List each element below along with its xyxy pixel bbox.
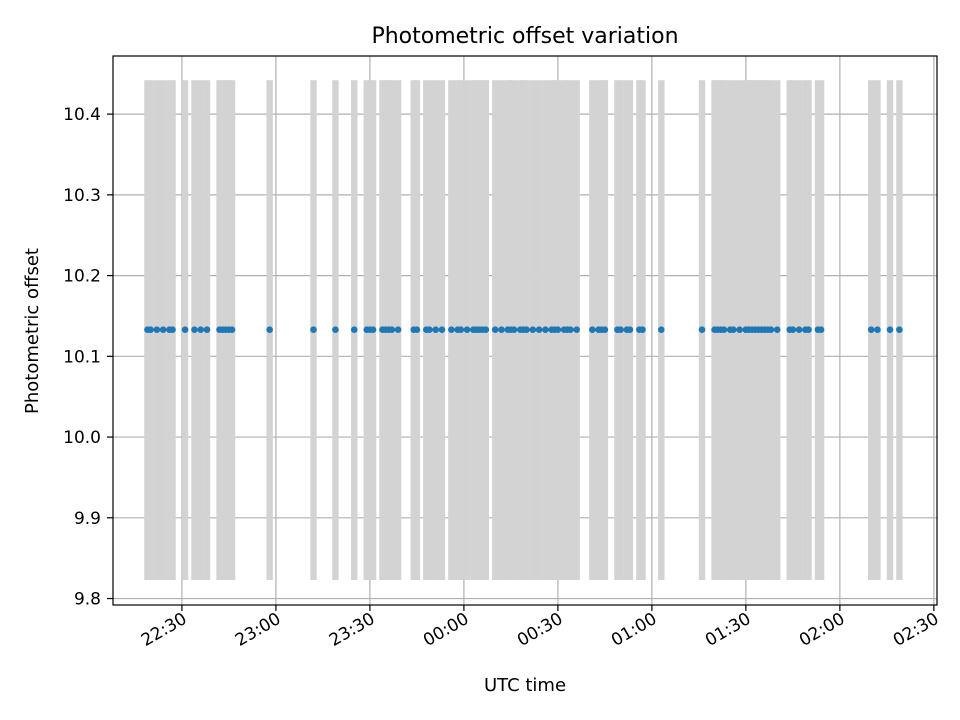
y-axis-ticks: 9.8 9.9 10.0 10.1 10.2 10.3 10.4: [63, 105, 113, 610]
data-point: [736, 326, 743, 333]
data-point: [805, 326, 812, 333]
data-point: [228, 326, 236, 333]
data-point: [817, 326, 825, 333]
data-point: [639, 326, 646, 333]
data-point: [438, 326, 446, 333]
data-point: [197, 326, 205, 333]
y-tick-label: 10.1: [63, 347, 101, 367]
data-point: [657, 326, 665, 333]
data-point: [181, 326, 189, 333]
data-point: [457, 326, 465, 333]
data-point: [463, 326, 471, 333]
data-point: [350, 326, 358, 333]
data-point: [510, 326, 518, 333]
data-point: [874, 326, 881, 333]
x-tick-label: 23:30: [326, 609, 378, 651]
data-point: [567, 326, 574, 333]
data-point: [554, 326, 562, 333]
data-point: [482, 326, 490, 333]
x-axis-ticks: 22:30 23:00 23:30 00:00 00:30 01:00 01:30 02:00…: [138, 605, 942, 651]
data-point: [730, 326, 737, 333]
data-point: [191, 326, 198, 333]
data-point: [448, 326, 455, 333]
data-point: [896, 326, 903, 333]
data-point: [159, 326, 167, 333]
chart-title: Photometric offset variation: [371, 24, 678, 49]
data-point: [529, 326, 537, 333]
x-tick-label: 23:00: [232, 609, 284, 651]
data-point: [394, 326, 402, 333]
y-axis-title: Photometric offset: [22, 248, 43, 414]
x-tick-label: 01:00: [608, 609, 660, 651]
x-tick-label: 01:30: [702, 609, 754, 651]
data-point: [153, 326, 161, 333]
plot-frame: [112, 55, 938, 606]
data-point: [795, 326, 803, 333]
data-point: [169, 326, 176, 333]
data-point: [535, 326, 543, 333]
data-point: [617, 326, 624, 333]
x-axis-title: UTC time: [484, 675, 566, 696]
data-point: [432, 326, 440, 333]
x-tick-label: 02:00: [796, 609, 848, 651]
data-point: [369, 326, 377, 333]
y-tick-label: 10.3: [63, 186, 101, 206]
data-point: [867, 326, 875, 333]
y-tick-label: 10.2: [63, 267, 101, 287]
data-points: [144, 326, 903, 333]
y-tick-label: 9.9: [74, 509, 101, 529]
data-point: [147, 326, 154, 333]
data-point: [491, 326, 499, 333]
x-tick-label: 02:30: [890, 609, 942, 651]
data-point: [332, 326, 339, 333]
data-point: [310, 326, 317, 333]
data-point: [413, 326, 421, 333]
data-point: [498, 326, 505, 333]
data-point: [426, 326, 433, 333]
data-point: [601, 326, 609, 333]
y-tick-label: 10.4: [63, 105, 101, 125]
x-tick-label: 22:30: [138, 609, 190, 651]
x-tick-label: 00:30: [514, 609, 566, 651]
data-point: [573, 326, 580, 333]
data-point: [523, 326, 530, 333]
y-tick-label: 9.8: [74, 590, 101, 610]
data-point: [789, 326, 797, 333]
data-point: [767, 326, 775, 333]
data-point: [886, 326, 894, 333]
data-point: [626, 326, 634, 333]
data-point: [589, 326, 596, 333]
data-point: [698, 326, 706, 333]
data-point: [266, 326, 273, 333]
y-tick-label: 10.0: [63, 428, 101, 448]
data-point: [773, 326, 781, 333]
data-point: [720, 326, 728, 333]
data-point: [203, 326, 211, 333]
data-point: [542, 326, 549, 333]
x-tick-label: 00:00: [420, 609, 472, 651]
data-point: [388, 326, 396, 333]
